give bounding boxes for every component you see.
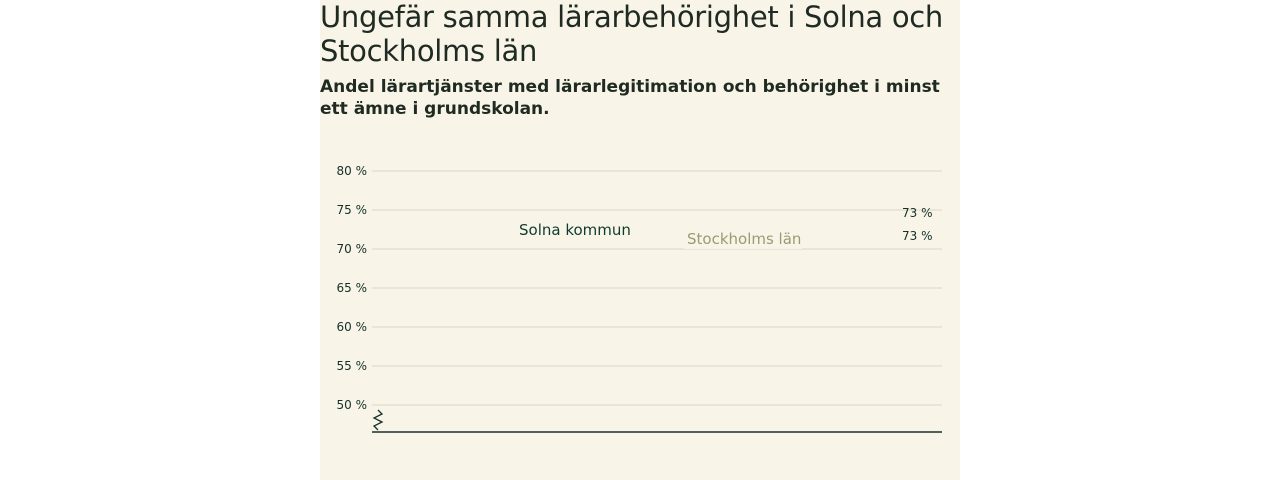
chart-title: Ungefär samma lärarbehörighet i Solna oc… [320, 0, 943, 68]
y-tick-label: 55 % [337, 359, 368, 373]
y-tick-label: 70 % [337, 242, 368, 256]
end-value-label-top: 73 % [902, 206, 933, 220]
y-tick-label: 60 % [337, 320, 368, 334]
axis-break-icon [372, 409, 384, 431]
chart-subtitle: Andel lärartjänster med lärarlegitimatio… [320, 77, 940, 119]
y-tick-label: 50 % [337, 398, 368, 412]
series-label-stockholms-lan: Stockholms län [687, 230, 801, 248]
y-tick-label: 80 % [337, 164, 368, 178]
chart-panel [320, 0, 960, 480]
y-tick-label: 75 % [337, 203, 368, 217]
y-tick-label: 65 % [337, 281, 368, 295]
series-label-solna-kommun: Solna kommun [519, 221, 631, 239]
end-value-label-bottom: 73 % [902, 229, 933, 243]
label-background [516, 221, 632, 240]
label-background [684, 230, 802, 249]
